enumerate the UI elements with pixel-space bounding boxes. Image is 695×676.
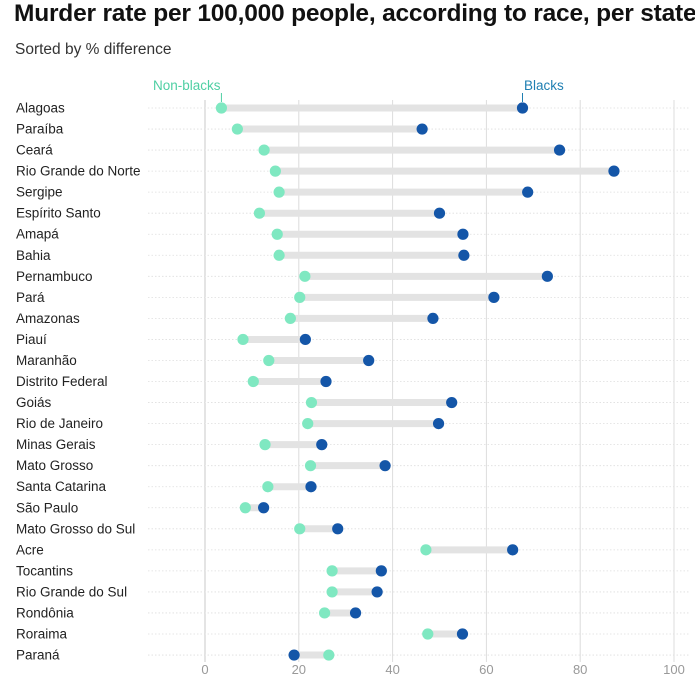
non-blacks-point <box>304 460 317 472</box>
non-blacks-point <box>215 102 228 114</box>
category-label: Pernambuco <box>16 269 93 284</box>
non-blacks-point <box>269 165 281 177</box>
blacks-point <box>305 481 317 493</box>
category-label: Pará <box>16 290 45 305</box>
blacks-point <box>379 460 391 472</box>
category-label: Paraná <box>16 648 60 663</box>
blacks-point <box>258 502 270 514</box>
blacks-point <box>456 628 469 640</box>
blacks-point <box>541 270 553 282</box>
non-blacks-point <box>237 333 249 346</box>
blacks-point <box>375 565 387 577</box>
non-blacks-point <box>420 544 432 556</box>
legend: Non-blacks Blacks <box>153 78 564 102</box>
non-blacks-point <box>231 123 243 135</box>
non-blacks-point <box>271 228 283 240</box>
non-blacks-point <box>323 649 335 661</box>
category-label: Rio de Janeiro <box>16 416 103 431</box>
non-blacks-point <box>299 270 311 282</box>
blacks-point <box>516 102 529 114</box>
non-blacks-point <box>326 586 338 598</box>
category-label: Ceará <box>16 143 53 158</box>
category-label: Sergipe <box>16 185 63 200</box>
blacks-point <box>432 418 445 430</box>
non-blacks-point <box>263 354 275 367</box>
non-blacks-point <box>294 291 306 303</box>
category-label: Acre <box>16 542 44 557</box>
blacks-point <box>522 186 534 198</box>
category-label: Amazonas <box>16 311 80 326</box>
category-label: Mato Grosso do Sul <box>16 521 135 536</box>
blacks-point <box>349 607 362 619</box>
x-tick-label-0: 0 <box>201 662 208 676</box>
non-blacks-point <box>273 249 285 261</box>
non-blacks-point <box>422 628 434 640</box>
category-label: Paraíba <box>16 122 64 137</box>
blacks-point <box>488 291 500 303</box>
blacks-point <box>416 123 428 135</box>
category-label: Maranhão <box>16 353 77 368</box>
x-tick-label-40: 40 <box>385 662 399 676</box>
non-blacks-point <box>273 186 285 198</box>
category-label: Amapá <box>16 227 59 242</box>
non-blacks-point <box>318 607 331 619</box>
x-tick-label-60: 60 <box>479 662 493 676</box>
non-blacks-point <box>258 144 270 156</box>
category-label: Goiás <box>16 395 52 410</box>
blacks-point <box>507 544 519 556</box>
blacks-point <box>553 144 566 156</box>
non-blacks-point <box>262 481 274 493</box>
chart-subtitle: Sorted by % difference <box>15 41 172 58</box>
blacks-point <box>316 439 328 451</box>
non-blacks-point <box>305 396 318 409</box>
blacks-point <box>332 523 344 535</box>
non-blacks-point <box>253 207 266 219</box>
category-label: Piauí <box>16 332 47 347</box>
blacks-point <box>458 249 470 261</box>
category-label: Santa Catarina <box>16 479 107 494</box>
blacks-point <box>363 354 375 367</box>
category-label: Rondônia <box>16 605 74 620</box>
x-axis-ticks: 0 20 40 60 80 100 <box>201 662 684 676</box>
category-label: Rio Grande do Sul <box>16 584 127 599</box>
non-blacks-point <box>284 312 296 324</box>
blacks-point <box>299 333 311 346</box>
non-blacks-point <box>302 418 314 430</box>
chart-title: Murder rate per 100,000 people, accordin… <box>14 0 695 27</box>
blacks-point <box>608 165 620 177</box>
x-tick-label-20: 20 <box>292 662 306 676</box>
category-label: Mato Grosso <box>16 458 93 473</box>
category-label: Minas Gerais <box>16 437 96 452</box>
category-label: São Paulo <box>16 500 78 515</box>
blacks-point <box>433 207 446 219</box>
legend-non-blacks: Non-blacks <box>153 78 221 93</box>
blacks-point <box>427 312 439 324</box>
category-label: Espírito Santo <box>16 206 101 221</box>
non-blacks-point <box>239 502 251 514</box>
category-label: Distrito Federal <box>16 374 108 389</box>
category-label: Bahia <box>16 248 51 263</box>
blacks-point <box>320 375 332 388</box>
category-label: Roraima <box>16 627 68 642</box>
non-blacks-point <box>259 439 271 451</box>
range-bars <box>221 104 614 659</box>
non-blacks-point <box>294 523 306 535</box>
non-blacks-point <box>326 565 338 577</box>
blacks-point <box>446 396 458 409</box>
x-tick-label-100: 100 <box>663 662 685 676</box>
blacks-point <box>288 649 300 661</box>
category-label: Alagoas <box>16 101 65 116</box>
category-label: Rio Grande do Norte <box>16 164 141 179</box>
category-label: Tocantins <box>16 563 73 578</box>
x-tick-label-80: 80 <box>573 662 587 676</box>
blacks-point <box>371 586 383 598</box>
data-points <box>215 102 620 661</box>
legend-blacks: Blacks <box>524 78 564 93</box>
non-blacks-point <box>247 375 259 388</box>
category-labels: Alagoas Paraíba Ceará Rio Grande do Norte Se… <box>16 101 141 663</box>
blacks-point <box>457 228 469 240</box>
